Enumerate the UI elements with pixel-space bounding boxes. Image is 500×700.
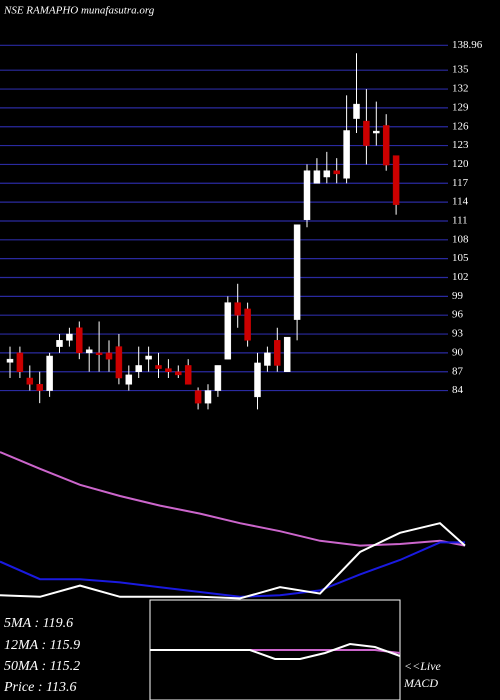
candle-body bbox=[26, 377, 34, 385]
y-tick-label: 126 bbox=[452, 120, 469, 132]
candle-body bbox=[283, 336, 291, 372]
candle-body bbox=[95, 352, 103, 356]
y-tick-label: 84 bbox=[452, 384, 464, 396]
candle-body bbox=[56, 340, 63, 347]
y-tick-label: 87 bbox=[452, 365, 464, 377]
candle-body bbox=[36, 384, 43, 391]
candle-body bbox=[363, 120, 370, 146]
candle-body bbox=[293, 224, 301, 320]
y-tick-label: 120 bbox=[452, 158, 469, 170]
candle-body bbox=[16, 352, 24, 372]
stat: 12MA : 115.9 bbox=[4, 638, 80, 653]
y-tick-label: 96 bbox=[452, 309, 464, 321]
candle-body bbox=[145, 355, 152, 360]
candle-body bbox=[313, 170, 321, 184]
candle-body bbox=[303, 170, 311, 220]
y-tick-label: 99 bbox=[452, 290, 464, 302]
candle-body bbox=[274, 340, 281, 366]
y-tick-label: 102 bbox=[452, 271, 469, 283]
candle-body bbox=[175, 371, 182, 376]
y-tick-label: 105 bbox=[452, 252, 469, 264]
candle-body bbox=[6, 358, 14, 363]
y-tick-label: 129 bbox=[452, 101, 469, 113]
candle-body bbox=[85, 349, 93, 354]
y-tick-label: 123 bbox=[452, 139, 469, 151]
candle-body bbox=[105, 352, 113, 360]
y-tick-label: 138.96 bbox=[452, 39, 483, 51]
stat: 5MA : 119.6 bbox=[4, 616, 73, 631]
y-tick-label: 135 bbox=[452, 64, 469, 76]
y-tick-label: 117 bbox=[452, 177, 469, 189]
chart-title: NSE RAMAPHO munafasutra.org bbox=[3, 5, 155, 17]
candle-body bbox=[224, 302, 232, 360]
candle-body bbox=[165, 368, 172, 372]
candle-body bbox=[194, 390, 202, 404]
candle-body bbox=[204, 390, 212, 404]
indicator-line bbox=[0, 451, 466, 547]
candle-body bbox=[323, 170, 331, 178]
y-tick-label: 108 bbox=[452, 233, 469, 245]
indicator-line bbox=[0, 522, 466, 600]
candle-body bbox=[234, 302, 241, 316]
indicator-line bbox=[150, 642, 401, 660]
candle-body bbox=[244, 308, 251, 341]
candle-body bbox=[115, 346, 123, 379]
candle-body bbox=[264, 352, 271, 366]
candle-body bbox=[392, 155, 400, 205]
live-label: <<Live bbox=[404, 659, 442, 673]
candle-body bbox=[46, 355, 53, 391]
indicator-line bbox=[0, 541, 465, 598]
candle-body bbox=[66, 333, 73, 341]
candle-body bbox=[155, 365, 162, 369]
candle-body bbox=[353, 103, 360, 119]
stat: 50MA : 115.2 bbox=[4, 659, 80, 674]
candle-body bbox=[343, 130, 350, 179]
candle-body bbox=[135, 365, 142, 372]
candle-body bbox=[254, 362, 261, 398]
y-tick-label: 114 bbox=[452, 196, 469, 208]
candle-body bbox=[214, 365, 222, 391]
candle-body bbox=[125, 374, 133, 385]
y-tick-label: 132 bbox=[452, 83, 469, 95]
y-tick-label: 90 bbox=[452, 346, 464, 358]
stat: Price : 113.6 bbox=[3, 680, 76, 695]
candle-body bbox=[382, 125, 390, 166]
y-tick-label: 93 bbox=[452, 328, 464, 340]
candle-body bbox=[333, 170, 340, 175]
candle-body bbox=[184, 365, 192, 385]
candle-body bbox=[76, 327, 83, 354]
y-tick-label: 111 bbox=[452, 214, 468, 226]
candle-body bbox=[373, 130, 380, 134]
macd-label: MACD bbox=[403, 676, 438, 690]
